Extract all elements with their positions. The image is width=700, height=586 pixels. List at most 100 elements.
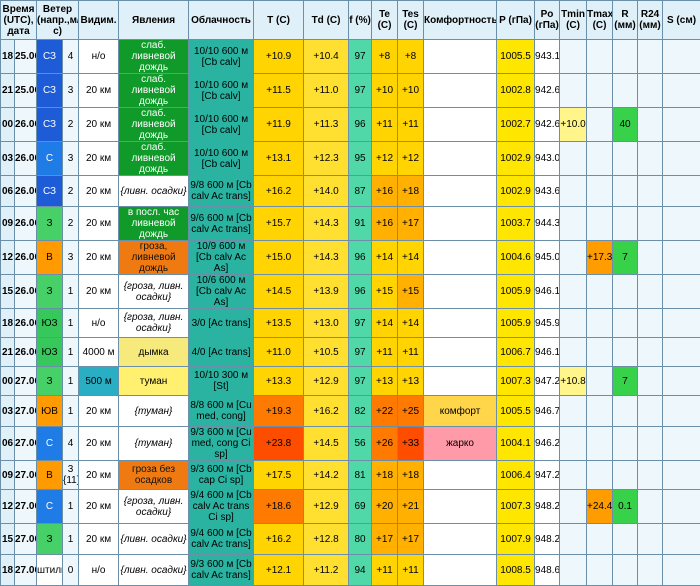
visibility-cell: н/о (79, 309, 119, 338)
tes-cell: +8 (398, 40, 424, 74)
time-hour: 15 (1, 524, 15, 555)
t-cell: +13.3 (254, 367, 304, 396)
t-cell: +12.1 (254, 555, 304, 586)
header-p[interactable]: P (гПа) (497, 1, 535, 40)
p-cell: 1008.5 (497, 555, 535, 586)
wind-direction: З (37, 207, 63, 241)
t-cell: +11.0 (254, 338, 304, 367)
visibility-cell: 20 км (79, 207, 119, 241)
header-r24[interactable]: R24 (мм) (638, 1, 663, 40)
s-cell (663, 108, 700, 142)
header-t[interactable]: T (С) (254, 1, 304, 40)
t-cell: +19.3 (254, 396, 304, 427)
cloudiness-cell: 10/6 600 м [Cb calv Ac As] (189, 275, 254, 309)
phenomena-cell: гроза, ливневой дождь (119, 241, 189, 275)
wind-direction: С (37, 427, 63, 461)
te-cell: +22 (372, 396, 398, 427)
phenomena-cell: {гроза, ливн. осадки} (119, 309, 189, 338)
p-cell: 1007.3 (497, 490, 535, 524)
tmax-cell (587, 309, 613, 338)
p-cell: 1007.9 (497, 524, 535, 555)
header-visibility[interactable]: Видим. (79, 1, 119, 40)
header-td[interactable]: Td (С) (304, 1, 349, 40)
f-cell: 82 (349, 396, 372, 427)
header-comfort[interactable]: Комфортность (424, 1, 497, 40)
visibility-cell: 20 км (79, 490, 119, 524)
r-cell: 7 (613, 367, 638, 396)
time-hour: 18 (1, 309, 15, 338)
header-cloudiness[interactable]: Облачность (189, 1, 254, 40)
po-cell: 943.6 (535, 176, 560, 207)
tmax-cell (587, 367, 613, 396)
t-cell: +23.8 (254, 427, 304, 461)
phenomena-cell: слаб. ливневой дождь (119, 142, 189, 176)
time-date: 26.06 (15, 338, 37, 367)
comfort-cell: комфорт (424, 396, 497, 427)
p-cell: 1004.1 (497, 427, 535, 461)
visibility-cell: 4000 м (79, 338, 119, 367)
r24-cell (638, 427, 663, 461)
header-wind[interactable]: Ветер (напр.,м/с) (37, 1, 79, 40)
f-cell: 91 (349, 207, 372, 241)
tmin-cell (560, 74, 587, 108)
header-tmax[interactable]: Tmax (С) (587, 1, 613, 40)
po-cell: 947.2 (535, 461, 560, 490)
po-cell: 945.9 (535, 309, 560, 338)
te-cell: +18 (372, 461, 398, 490)
f-cell: 87 (349, 176, 372, 207)
comfort-cell (424, 108, 497, 142)
tmin-cell (560, 427, 587, 461)
header-time[interactable]: Время (UTC), дата (1, 1, 37, 40)
r-cell (613, 40, 638, 74)
time-hour: 06 (1, 427, 15, 461)
time-date: 26.06 (15, 176, 37, 207)
time-date: 27.06 (15, 396, 37, 427)
header-f[interactable]: f (%) (349, 1, 372, 40)
visibility-cell: 20 км (79, 275, 119, 309)
tmin-cell (560, 555, 587, 586)
time-hour: 18 (1, 555, 15, 586)
s-cell (663, 396, 700, 427)
r-cell (613, 207, 638, 241)
header-po[interactable]: Po (гПа) (535, 1, 560, 40)
f-cell: 97 (349, 74, 372, 108)
tes-cell: +11 (398, 555, 424, 586)
wind-direction: СЗ (37, 176, 63, 207)
header-te[interactable]: Te (С) (372, 1, 398, 40)
visibility-cell: 20 км (79, 461, 119, 490)
tmax-cell (587, 74, 613, 108)
phenomena-cell: {ливн. осадки} (119, 555, 189, 586)
p-cell: 1006.7 (497, 338, 535, 367)
phenomena-cell: {гроза, ливн. осадки} (119, 490, 189, 524)
tmax-cell (587, 524, 613, 555)
header-r[interactable]: R (мм) (613, 1, 638, 40)
header-phenomena[interactable]: Явления (119, 1, 189, 40)
time-hour: 21 (1, 74, 15, 108)
phenomena-cell: в посл. час ливневой дождь (119, 207, 189, 241)
td-cell: +13.0 (304, 309, 349, 338)
p-cell: 1002.9 (497, 176, 535, 207)
time-date: 26.06 (15, 241, 37, 275)
f-cell: 69 (349, 490, 372, 524)
tmax-cell (587, 142, 613, 176)
cloudiness-cell: 10/10 300 м [St] (189, 367, 254, 396)
header-tmin[interactable]: Tmin (С) (560, 1, 587, 40)
r-cell (613, 555, 638, 586)
tmin-cell (560, 40, 587, 74)
td-cell: +12.8 (304, 524, 349, 555)
time-date: 27.06 (15, 427, 37, 461)
f-cell: 97 (349, 309, 372, 338)
wind-speed: 3 (63, 241, 79, 275)
tes-cell: +12 (398, 142, 424, 176)
header-tes[interactable]: Tes (С) (398, 1, 424, 40)
header-s[interactable]: S (см) (663, 1, 700, 40)
time-hour: 03 (1, 396, 15, 427)
cloudiness-cell: 10/10 600 м [Cb calv] (189, 142, 254, 176)
p-cell: 1002.7 (497, 108, 535, 142)
t-cell: +16.2 (254, 524, 304, 555)
